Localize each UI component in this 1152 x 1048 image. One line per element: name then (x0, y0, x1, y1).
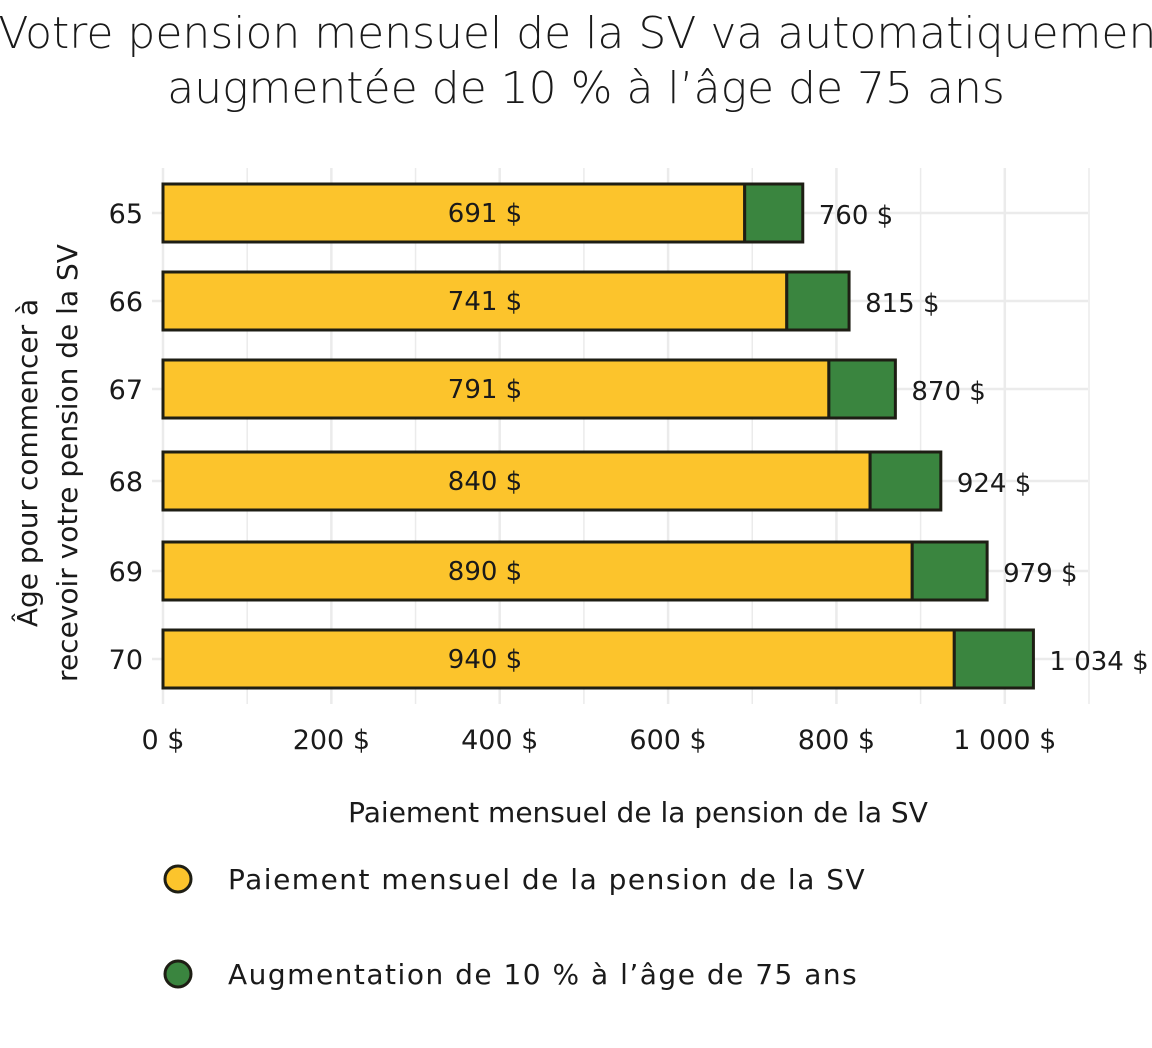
bar-increase-67 (827, 358, 897, 420)
bar-label-base-70: 940 $ (448, 645, 522, 675)
legend: Paiement mensuel de la pension de la SV A… (163, 863, 866, 991)
bar-label-base-66: 741 $ (448, 287, 522, 317)
bar-increase-66 (785, 270, 851, 332)
x-tick-label: 0 $ (142, 725, 185, 756)
x-tick-label: 200 $ (293, 725, 370, 756)
bar-increase-65 (743, 182, 805, 244)
bar-increase-69 (910, 540, 989, 602)
chart-title: Votre pension mensuel de la SV va automa… (0, 8, 1152, 114)
chart-title-line-2: augmentée de 10 % à l’âge de 75 ans (167, 63, 1005, 114)
legend-label-increase: Augmentation de 10 % à l’âge de 75 ans (228, 958, 858, 991)
bar-label-base-67: 791 $ (448, 375, 522, 405)
chart-title-line-1: Votre pension mensuel de la SV va automa… (0, 8, 1152, 59)
bar-label-total-69: 979 $ (1003, 559, 1077, 589)
bar-base-69 (161, 540, 914, 602)
bar-increase-68 (868, 450, 943, 512)
bar-label-total-66: 815 $ (865, 289, 939, 319)
bar-base-70 (161, 628, 956, 690)
bars-layer (161, 182, 1035, 690)
bar-label-total-68: 924 $ (957, 469, 1031, 499)
y-tick-label-69: 69 (109, 557, 143, 588)
y-axis-label: Âge pour commencer à recevoir votre pensi… (10, 244, 84, 682)
bar-base-68 (161, 450, 872, 512)
axis-layer: 65 66 67 68 69 70 0 $ 200 $ 400 $ 600 $ 800 $ 1 000… (10, 199, 1056, 829)
bar-label-total-65: 760 $ (819, 201, 893, 231)
legend-label-base: Paiement mensuel de la pension de la SV (228, 863, 866, 896)
bar-label-total-70: 1 034 $ (1049, 647, 1148, 677)
y-axis-label-line-2: recevoir votre pension de la SV (51, 244, 84, 682)
x-tick-label: 800 $ (798, 725, 875, 756)
bar-label-base-69: 890 $ (448, 557, 522, 587)
y-axis-label-line-1: Âge pour commencer à (10, 299, 44, 627)
x-tick-label: 1 000 $ (953, 725, 1056, 756)
bar-increase-70 (952, 628, 1035, 690)
bar-label-total-67: 870 $ (911, 377, 985, 407)
bar-label-base-68: 840 $ (448, 467, 522, 497)
y-tick-label-68: 68 (109, 467, 143, 498)
legend-swatch-base (163, 864, 193, 894)
y-tick-label-67: 67 (109, 375, 143, 406)
x-tick-label: 600 $ (629, 725, 706, 756)
legend-swatch-increase (163, 959, 193, 989)
x-tick-label: 400 $ (461, 725, 538, 756)
bar-label-base-65: 691 $ (448, 199, 522, 229)
y-tick-label-70: 70 (109, 645, 143, 676)
y-tick-label-65: 65 (109, 199, 143, 230)
x-axis-label: Paiement mensuel de la pension de la SV (348, 796, 928, 829)
bar-base-66 (161, 270, 789, 332)
labels-layer: 691 $ 760 $ 741 $ 815 $ 791 $ 870 $ 840 $ 924 $… (448, 199, 1149, 677)
grid-layer (152, 168, 1090, 704)
y-tick-label-66: 66 (109, 287, 143, 318)
